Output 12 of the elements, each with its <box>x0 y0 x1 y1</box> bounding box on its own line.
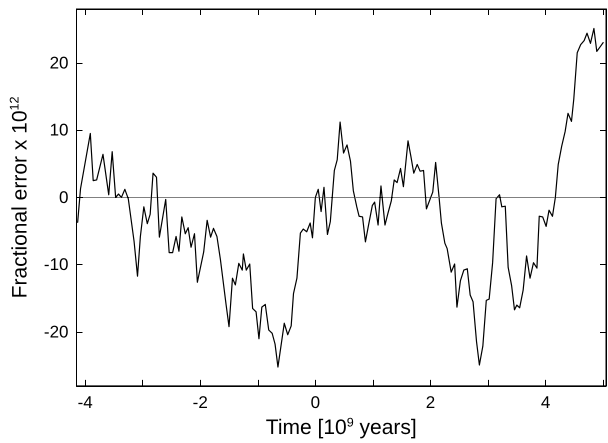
y-tick-label: -20 <box>44 322 68 342</box>
y-tick-label: 20 <box>50 53 68 72</box>
x-tick-label: 4 <box>540 392 550 412</box>
y-tick-label: 0 <box>59 188 68 207</box>
y-tick-label: -10 <box>44 255 68 274</box>
line-series <box>77 28 604 368</box>
x-tick-label: 2 <box>426 392 436 412</box>
x-tick-label: 0 <box>310 392 320 412</box>
x-tick-label: -2 <box>192 392 208 412</box>
x-tick-label: -4 <box>78 392 93 412</box>
y-axis-title: Fractional error x 1012 <box>8 96 32 298</box>
y-tick-label: 10 <box>50 120 68 140</box>
